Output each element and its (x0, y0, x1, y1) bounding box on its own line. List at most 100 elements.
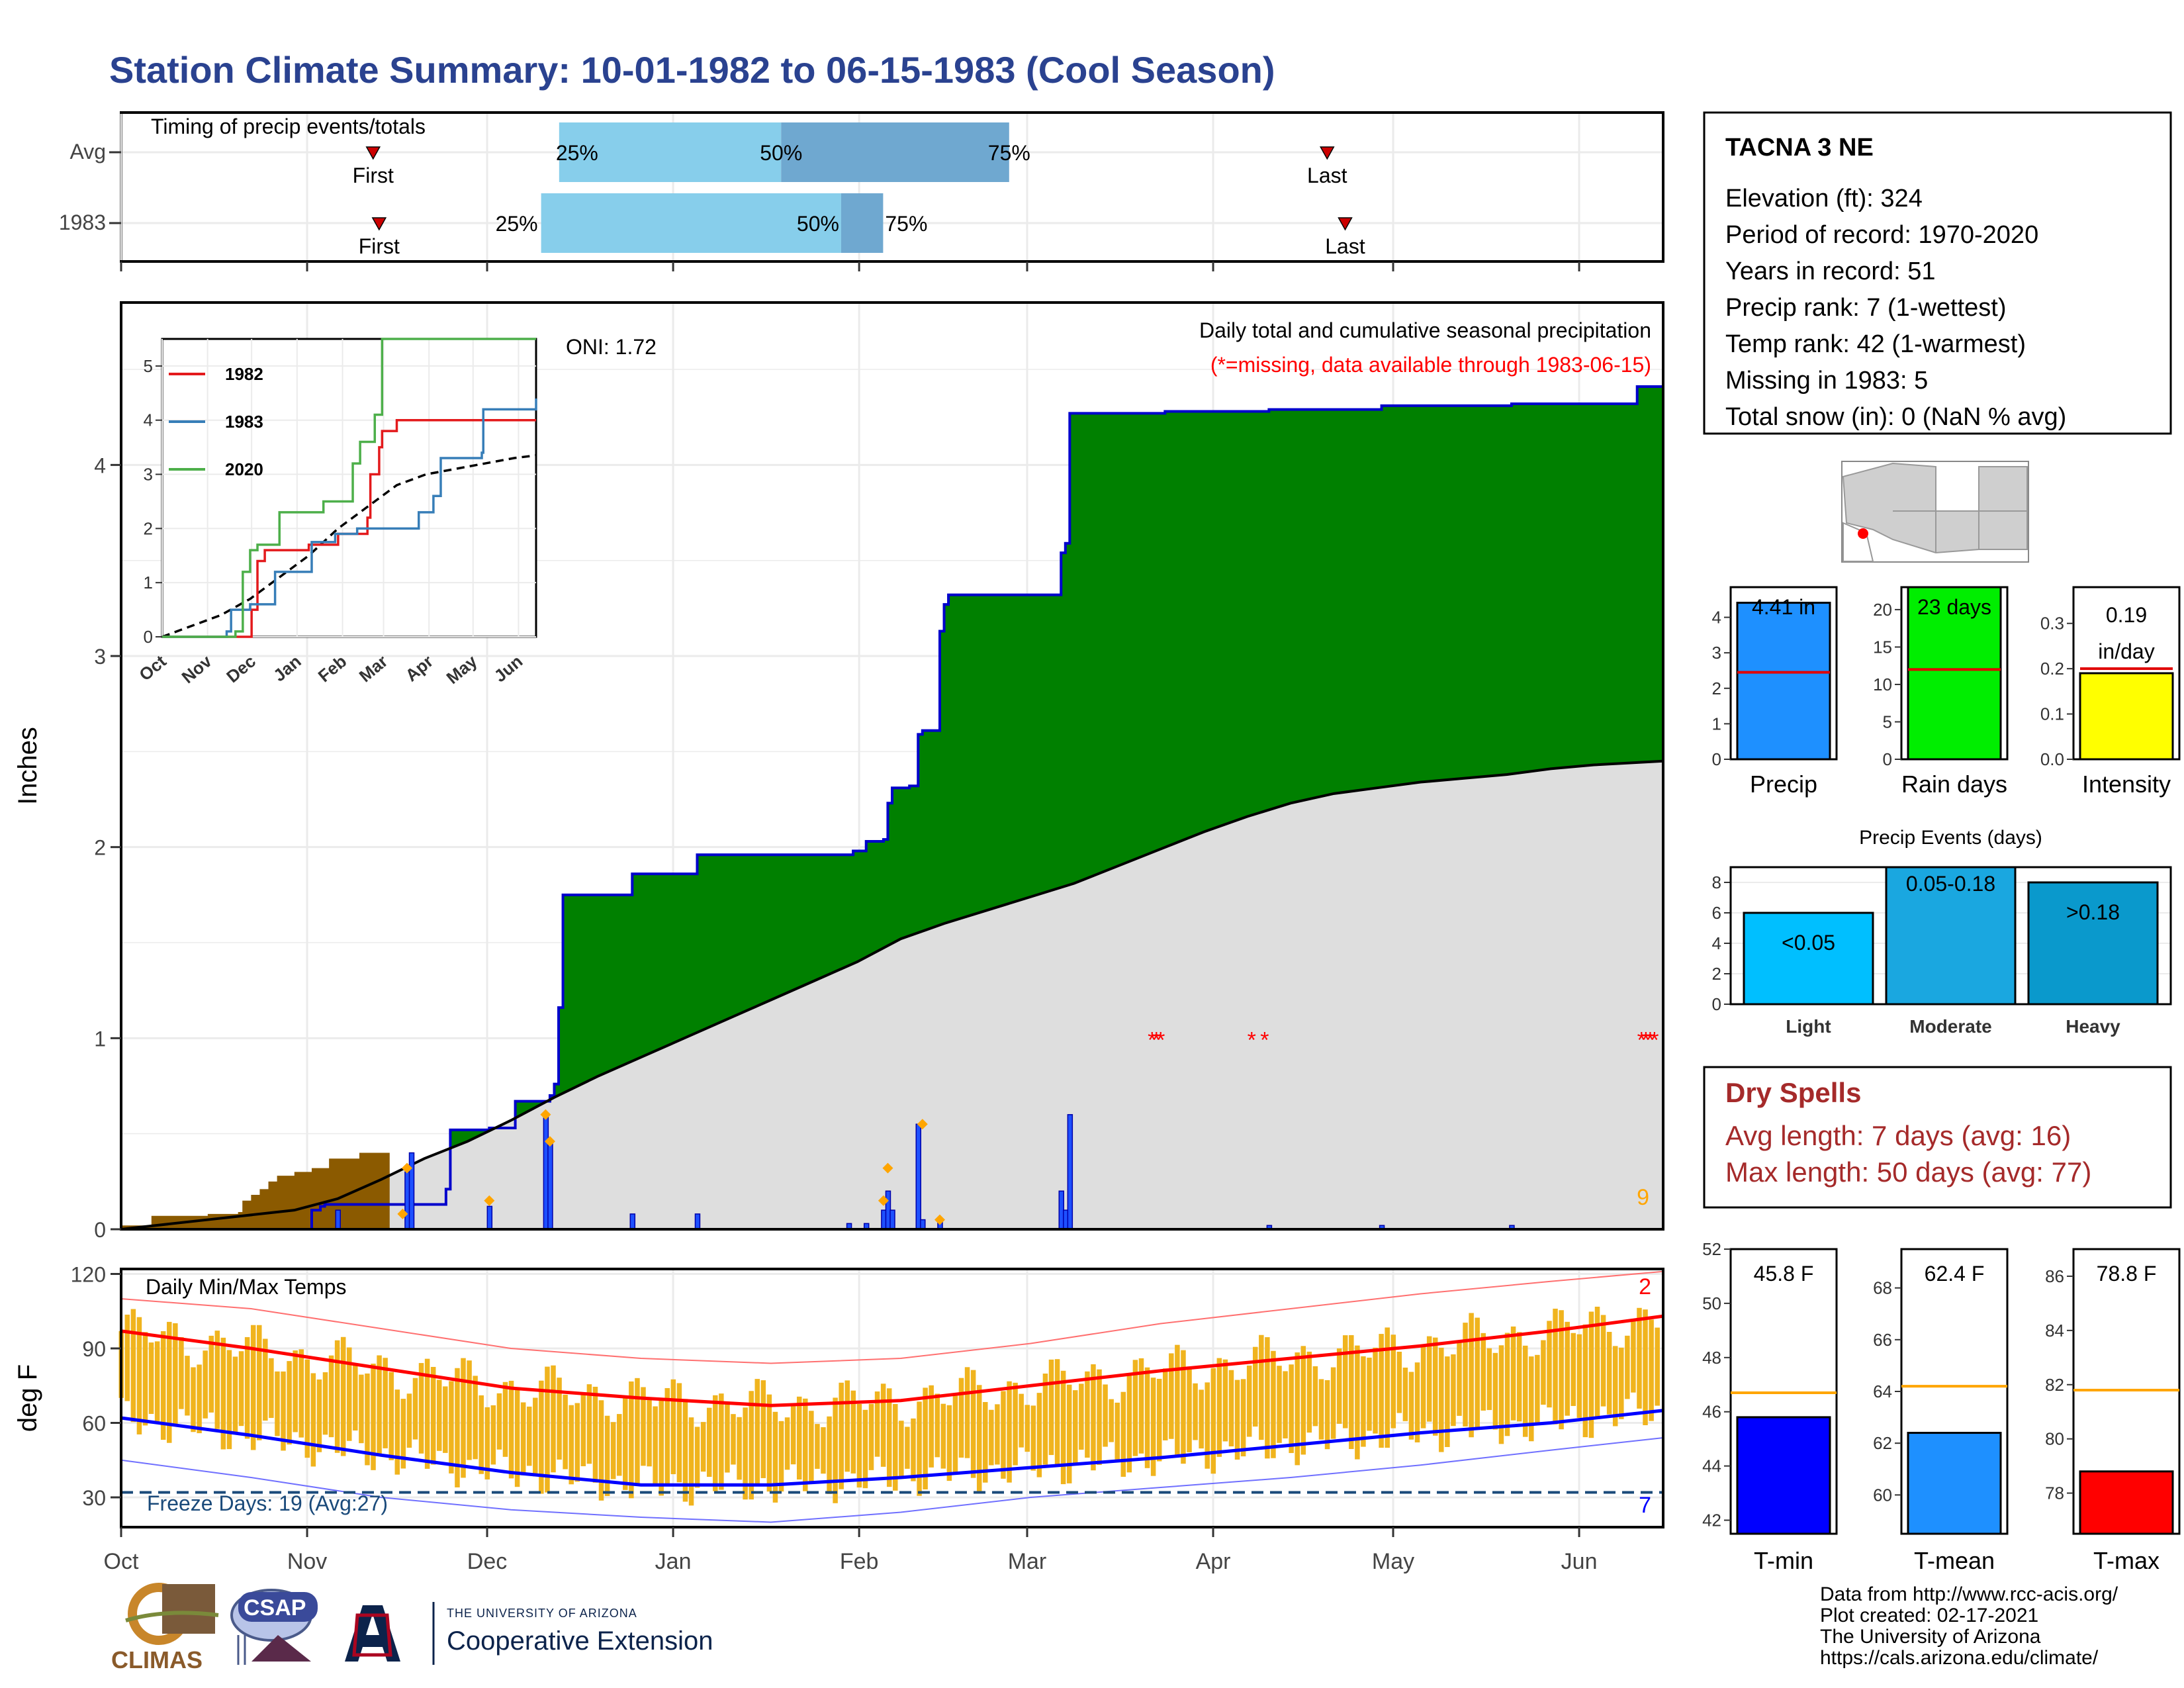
daily-temp-bar (167, 1321, 172, 1443)
dry-spells-max: Max length: 50 days (avg: 77) (1725, 1156, 2091, 1188)
daily-temp-bar (934, 1393, 940, 1458)
daily-temp-bar (496, 1393, 502, 1450)
missing-data-marker: * (1646, 1027, 1655, 1053)
daily-temp-bar (790, 1405, 796, 1465)
station-line-6: Total snow (in): 0 (NaN % avg) (1725, 403, 2066, 431)
daily-temp-bar (1432, 1337, 1438, 1436)
temp-panel-label: Daily Min/Max Temps (146, 1275, 346, 1299)
daily-temp-bar (388, 1372, 394, 1460)
daily-temp-bar (1408, 1372, 1414, 1440)
precip-event-range: >0.18 (2066, 900, 2120, 924)
station-line-0: Elevation (ft): 324 (1725, 185, 1923, 212)
daily-temp-bar (1379, 1334, 1384, 1448)
daily-temp-bar (484, 1407, 490, 1479)
daily-temp-bar (1420, 1346, 1426, 1429)
daily-temp-bar (1240, 1379, 1246, 1457)
daily-temp-bar (946, 1405, 952, 1481)
daily-temp-bar (1655, 1327, 1660, 1406)
daily-precip-bar (335, 1209, 341, 1230)
daily-temp-bar (250, 1325, 256, 1450)
month-tick-label: Oct (104, 1549, 139, 1574)
temp-mini-y-tick-label: 42 (1702, 1511, 1721, 1530)
precip-event-label: Moderate (1909, 1016, 1991, 1037)
timing-q50-q75-bar (841, 193, 884, 253)
temp-mini-label: T-mean (1914, 1547, 1995, 1574)
temp-mini-y-tick-label: 60 (1873, 1485, 1892, 1505)
daily-temp-bar (815, 1424, 820, 1469)
missing-data-marker: * (1152, 1027, 1161, 1053)
daily-temp-bar (1385, 1327, 1390, 1448)
daily-temp-bar (1091, 1364, 1096, 1471)
daily-temp-bar (148, 1342, 154, 1414)
mini-chart-label: Intensity (2082, 771, 2171, 798)
timing-q50-q75-bar (781, 122, 1009, 182)
daily-temp-bar (1007, 1381, 1012, 1483)
daily-temp-bar (1565, 1321, 1570, 1416)
daily-temp-bar (508, 1380, 514, 1479)
mini-chart-y-tick-label: 2 (1712, 679, 1721, 698)
temp-mini-t-min: 42 44 46 48 50 52 45.8 F T-min (1702, 1239, 1838, 1574)
daily-temp-bar (766, 1394, 772, 1492)
mini-chart-y-tick-label: 3 (1712, 643, 1721, 663)
daily-temp-bar (1115, 1402, 1120, 1460)
daily-temp-bar (899, 1421, 904, 1477)
daily-temp-bar (1576, 1334, 1582, 1418)
daily-temp-bar (340, 1336, 346, 1456)
university-of-arizona-logo: THE UNIVERSITY OF ARIZONA Cooperative Ex… (345, 1602, 713, 1665)
avg-min-line (120, 1409, 1664, 1487)
daily-temp-bar (359, 1374, 364, 1444)
daily-record-marker (540, 1109, 551, 1120)
daily-temp-bar (940, 1403, 946, 1469)
timing-first-label: First (353, 164, 394, 187)
daily-temp-bar (1126, 1374, 1132, 1473)
daily-temp-bar (1606, 1332, 1612, 1415)
footer-line-3: https://cals.arizona.edu/climate/ (1820, 1647, 2099, 1669)
temp-mini-label: T-max (2093, 1547, 2160, 1574)
daily-temp-bar (917, 1401, 922, 1496)
temp-mini-y-tick-label: 66 (1873, 1330, 1892, 1350)
events-y-tick-label: 8 (1712, 872, 1721, 892)
month-tick-label: Nov (287, 1549, 327, 1574)
daily-precip-bar (920, 1219, 926, 1230)
timing-row-avg-label: Avg (69, 140, 106, 164)
daily-temp-bar (1300, 1346, 1306, 1455)
daily-precip-bar (915, 1123, 922, 1230)
daily-temp-bar (574, 1403, 580, 1482)
temp-mini-bar (2079, 1470, 2174, 1535)
daily-record-marker (401, 1162, 412, 1174)
daily-temp-bar (545, 1366, 550, 1493)
footer-line-1: Plot created: 02-17-2021 (1820, 1605, 2038, 1626)
daily-temp-bar (142, 1332, 148, 1426)
mini-chart-y-tick-label: 10 (1873, 675, 1892, 694)
daily-temp-bar (569, 1405, 574, 1485)
mini-chart-value-unit: in/day (2098, 639, 2154, 663)
daily-temp-bar (1475, 1317, 1480, 1429)
precip-y-label: Inches (13, 727, 42, 805)
inset-legend-label: 2020 (225, 459, 263, 479)
precip-event-bar (1885, 866, 2017, 1006)
daily-temp-bar (1445, 1356, 1450, 1448)
record-max-line (120, 1270, 1664, 1364)
daily-temp-bar (130, 1309, 136, 1423)
temp-mini-value-label: 45.8 F (1754, 1262, 1814, 1286)
daily-temp-bar (1312, 1366, 1318, 1427)
timing-last-label: Last (1307, 164, 1347, 187)
daily-temp-bar (1510, 1326, 1516, 1421)
inset-legend-label: 1983 (225, 412, 263, 432)
daily-temp-bar (1619, 1347, 1624, 1419)
mini-chart-y-tick-label: 0 (1883, 749, 1892, 769)
daily-temp-bar (623, 1396, 628, 1490)
record-min-line (120, 1437, 1664, 1523)
precip-y-tick-label: 0 (94, 1218, 106, 1242)
daily-temp-bar (970, 1370, 976, 1478)
daily-temp-bar (1522, 1345, 1528, 1437)
temp-mini-y-tick-label: 46 (1702, 1402, 1721, 1422)
daily-temp-bar (893, 1403, 898, 1491)
daily-temp-bar (958, 1378, 964, 1458)
timing-q25-q50-bar (541, 193, 841, 253)
month-tick-label: Jan (655, 1549, 692, 1574)
daily-temp-bar (1541, 1340, 1546, 1405)
daily-temp-bar (1138, 1358, 1144, 1454)
